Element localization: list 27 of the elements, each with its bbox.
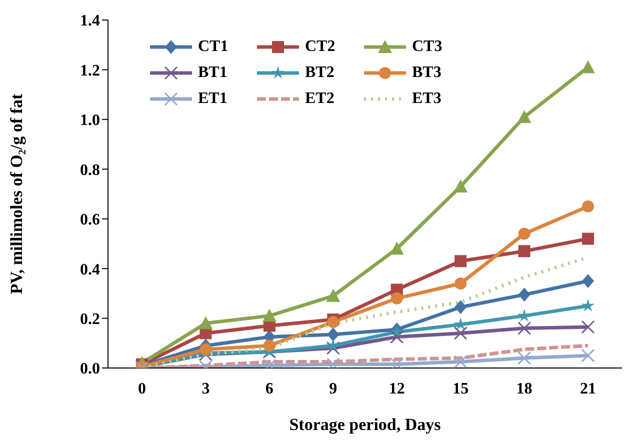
x-tick-label: 15	[452, 380, 469, 398]
legend-label: CT1	[198, 38, 228, 56]
y-axis-title: PV, millimoles of O₂/g of fat	[7, 94, 26, 294]
legend-label: ET2	[305, 90, 334, 108]
x-tick-label: 18	[516, 380, 532, 398]
y-tick-label: 0.0	[80, 360, 100, 378]
legend-label: CT3	[412, 38, 442, 56]
legend-label: BT1	[198, 64, 228, 82]
legend-label: BT2	[305, 64, 334, 82]
y-tick-label: 0.8	[80, 162, 100, 179]
x-tick-label: 21	[580, 380, 596, 398]
x-tick-label: 6	[265, 380, 274, 398]
legend-label: ET1	[198, 90, 228, 108]
x-tick-label: 0	[138, 380, 146, 398]
y-tick-label: 0.6	[80, 212, 100, 229]
legend-label: CT2	[305, 38, 336, 56]
x-axis-title: Storage period, Days	[289, 415, 442, 434]
y-tick-label: 0.2	[80, 310, 100, 328]
legend-label: ET3	[412, 90, 442, 108]
y-tick-label: 1.4	[80, 12, 100, 30]
y-tick-label: 1.2	[80, 62, 100, 80]
y-tick-label: 1.0	[80, 112, 100, 130]
x-tick-label: 3	[202, 380, 210, 398]
y-tick-label: 0.4	[80, 261, 100, 278]
legend-label: BT3	[412, 64, 442, 82]
x-tick-label: 12	[388, 380, 405, 398]
x-tick-label: 9	[329, 380, 338, 398]
